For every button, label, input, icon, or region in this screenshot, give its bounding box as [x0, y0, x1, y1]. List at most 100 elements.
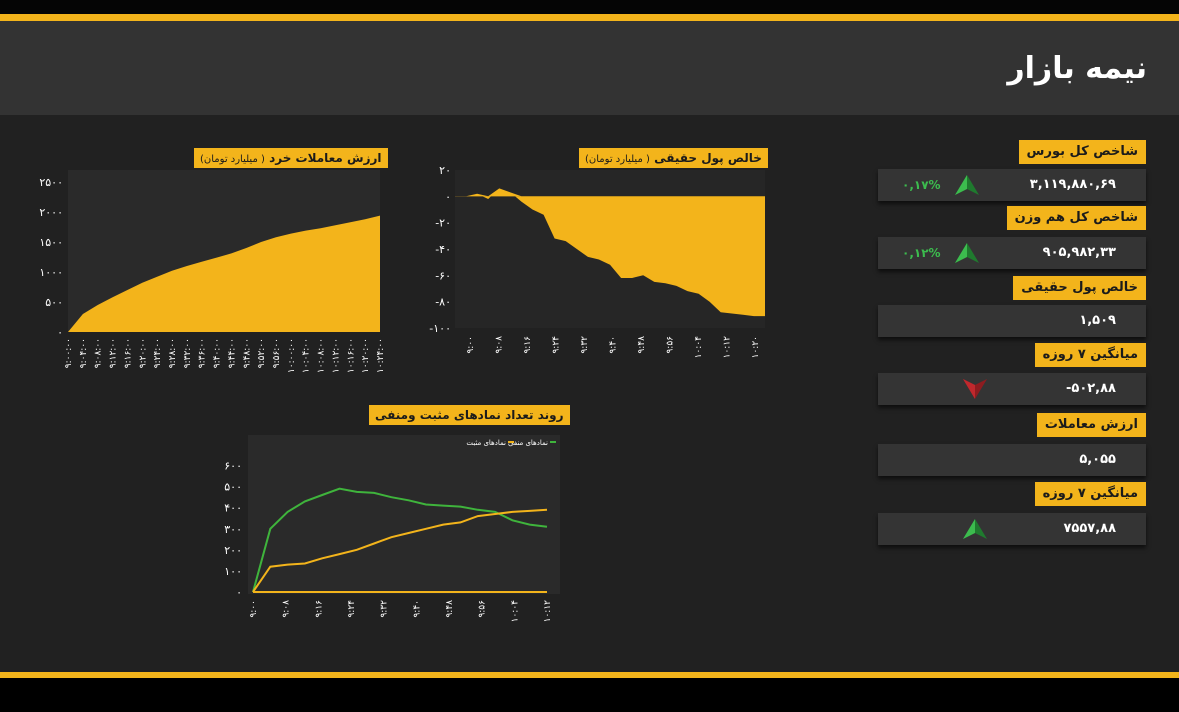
legend-label: نمادهای منفی	[508, 439, 548, 447]
stat-pct-total-index: ۰,۱۷%	[902, 178, 941, 192]
y-tick-label: -۲۰	[435, 217, 451, 230]
chart-title-text: روند تعداد نمادهای مثبت ومنفی	[375, 408, 564, 422]
chart-title-net-real-money: خالص پول حقیقی ( میلیارد تومان)	[579, 148, 768, 168]
x-tick-label: ۱۰:۰۴	[510, 600, 520, 623]
y-tick-label: ۱۰۰۰	[39, 266, 63, 279]
area-series	[455, 188, 765, 328]
y-tick-label: ۲۰۰۰	[39, 206, 63, 219]
chart-title-retail-value: ارزش معاملات خرد ( میلیارد تومان)	[194, 148, 388, 168]
stat-box-7day-avg-value: ۷۵۵۷,۸۸	[878, 513, 1146, 545]
legend-label: نمادهای مثبت	[466, 439, 506, 447]
top-bar	[0, 0, 1179, 14]
x-tick-label: ۱۰:۰۴	[694, 336, 704, 359]
x-tick-label: ۹:۰۰	[249, 600, 259, 618]
stat-label-total-index: شاخص کل بورس	[1018, 140, 1146, 164]
x-tick-label: ۹:۰۰	[466, 336, 476, 354]
y-tick-label: ۰	[57, 326, 63, 339]
stat-label-equal-weight: شاخص کل هم وزن	[1006, 206, 1146, 230]
y-tick-label: -۴۰	[435, 243, 451, 256]
y-tick-label: ۰	[445, 190, 451, 203]
x-tick-label: ۹:۰۸:۰۰	[94, 338, 104, 368]
stat-value-7day-avg-money: -۵۰۲,۸۸	[1065, 381, 1116, 396]
x-tick-label: ۱۰:۲۴:۰۰	[376, 338, 386, 373]
x-tick-label: ۹:۵۶:۰۰	[272, 338, 282, 368]
x-tick-label: ۱۰:۰۰:۰۰	[287, 338, 297, 373]
y-tick-label: ۵۰۰	[224, 481, 242, 494]
x-tick-label: ۱۰:۱۲:۰۰	[331, 338, 341, 373]
header: نیمه بازار	[0, 21, 1179, 115]
stat-pct-equal-weight: ۰,۱۲%	[902, 246, 941, 260]
x-tick-label: ۹:۱۲:۰۰	[109, 338, 119, 368]
x-tick-label: ۹:۴۰	[412, 600, 422, 618]
bottom-accent-line	[0, 672, 1179, 678]
stat-label-7day-avg-value: میانگین ۷ روزه	[1034, 482, 1146, 506]
stat-label-net-real-money: خالص پول حقیقی	[1013, 276, 1146, 300]
up-arrow-icon	[963, 519, 987, 539]
x-tick-label: ۹:۰۴:۰۰	[79, 338, 89, 368]
y-tick-label: ۶۰۰	[224, 460, 242, 473]
chart-unit-text: ( میلیارد تومان)	[585, 154, 650, 165]
x-tick-label: ۱۰:۲۰:۰۰	[361, 338, 371, 373]
stat-box-7day-avg-money: -۵۰۲,۸۸	[878, 373, 1146, 405]
down-arrow-icon	[963, 379, 987, 399]
series-line-1	[252, 508, 548, 593]
x-tick-label: ۹:۴۰:۰۰	[213, 338, 223, 368]
stat-value-7day-avg-value: ۷۵۵۷,۸۸	[1063, 521, 1116, 536]
y-tick-label: ۱۵۰۰	[39, 236, 63, 249]
x-tick-label: ۹:۱۶	[523, 336, 533, 354]
up-arrow-icon	[955, 243, 979, 263]
y-tick-label: ۱۰۰	[224, 565, 242, 578]
y-tick-label: ۲۵۰۰	[39, 176, 63, 189]
area-series	[68, 215, 380, 332]
chart-title-text: خالص پول حقیقی	[654, 151, 762, 165]
stat-value-total-index: ۳,۱۱۹,۸۸۰,۶۹	[1029, 177, 1116, 192]
x-tick-label: ۱۰:۰۴:۰۰	[302, 338, 312, 373]
x-tick-label: ۹:۲۸:۰۰	[168, 338, 178, 368]
chart-unit-text: ( میلیارد تومان)	[200, 154, 265, 165]
stat-label-7day-avg-money: میانگین ۷ روزه	[1034, 343, 1146, 367]
x-tick-label: ۹:۵۶	[666, 336, 676, 354]
x-tick-label: ۹:۳۶:۰۰	[198, 338, 208, 368]
x-tick-label: ۹:۲۴:۰۰	[153, 338, 163, 368]
x-tick-label: ۹:۰۰:۰۰	[64, 338, 74, 368]
chart-title-symbols-trend: روند تعداد نمادهای مثبت ومنفی	[369, 405, 570, 425]
y-tick-label: ۰	[236, 586, 242, 599]
y-tick-label: ۳۰۰	[224, 523, 242, 536]
stat-box-trade-value: ۵,۰۵۵	[878, 444, 1146, 476]
stat-box-equal-weight: ۹۰۵,۹۸۲,۳۳ ۰,۱۲%	[878, 237, 1146, 269]
stat-box-net-real-money: ۱,۵۰۹	[878, 305, 1146, 337]
x-tick-label: ۱۰:۲۰	[751, 336, 761, 358]
x-tick-label: ۹:۲۰:۰۰	[138, 338, 148, 368]
plot-background	[248, 435, 560, 594]
x-tick-label: ۹:۲۴	[552, 336, 562, 354]
x-tick-label: ۹:۳۲	[380, 600, 390, 618]
x-tick-label: ۹:۴۸	[637, 336, 647, 354]
x-tick-label: ۹:۳۲:۰۰	[183, 338, 193, 368]
y-tick-label: ۲۰	[439, 164, 451, 177]
page-title: نیمه بازار	[1007, 51, 1147, 86]
x-tick-label: ۱۰:۱۶:۰۰	[346, 338, 356, 373]
x-tick-label: ۱۰:۱۲	[543, 600, 553, 623]
x-tick-label: ۹:۰۸	[282, 600, 292, 618]
x-tick-label: ۹:۰۸	[495, 336, 505, 354]
x-tick-label: ۹:۴۸	[445, 600, 455, 618]
x-tick-label: ۱۰:۰۸:۰۰	[317, 338, 327, 373]
stat-label-trade-value: ارزش معاملات	[1036, 413, 1146, 437]
y-tick-label: ۵۰۰	[45, 296, 63, 309]
y-tick-label: ۲۰۰	[224, 544, 242, 557]
y-tick-label: -۸۰	[435, 296, 451, 309]
x-tick-label: ۹:۱۶:۰۰	[123, 338, 133, 368]
x-tick-label: ۹:۴۸:۰۰	[242, 338, 252, 368]
x-tick-label: ۹:۲۴	[347, 600, 357, 618]
bottom-bar	[0, 678, 1179, 712]
top-accent-line	[0, 14, 1179, 21]
y-tick-label: ۴۰۰	[224, 502, 242, 515]
x-tick-label: ۹:۳۲	[580, 336, 590, 354]
stat-box-total-index: ۳,۱۱۹,۸۸۰,۶۹ ۰,۱۷%	[878, 169, 1146, 201]
x-tick-label: ۱۰:۱۲	[723, 336, 733, 359]
stat-value-equal-weight: ۹۰۵,۹۸۲,۳۳	[1042, 245, 1116, 260]
x-tick-label: ۹:۵۶	[478, 600, 488, 618]
